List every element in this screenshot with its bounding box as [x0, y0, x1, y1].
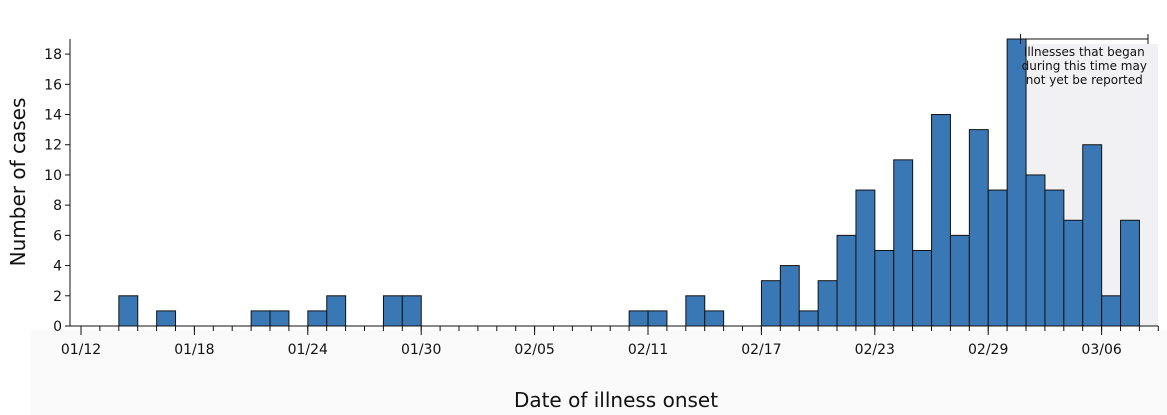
- bar-02-14: [704, 310, 725, 327]
- annotation-line-1: Illnesses that began: [1024, 45, 1145, 59]
- bar-02-18: [779, 265, 800, 327]
- bar-01-22: [269, 310, 290, 327]
- bar-01-28: [382, 295, 403, 327]
- y-tick-label-10: 10: [44, 168, 62, 184]
- y-tick-label-18: 18: [44, 47, 62, 63]
- bar-03-06: [1101, 295, 1122, 327]
- bar-03-07: [1120, 219, 1140, 327]
- bar-02-10: [628, 310, 649, 327]
- bar-01-21: [250, 310, 271, 327]
- bar-02-13: [685, 295, 706, 327]
- bar-02-28: [968, 129, 989, 327]
- x-tick-label-02-17: 02/17: [741, 342, 781, 358]
- x-axis-title: Date of illness onset: [514, 388, 718, 412]
- bar-03-01: [1006, 38, 1027, 327]
- x-tick-label-01-24: 01/24: [288, 342, 328, 358]
- y-tick-label-2: 2: [53, 289, 62, 305]
- bar-02-22: [855, 189, 876, 327]
- x-tick-label-01-12: 01/12: [61, 342, 101, 358]
- bar-02-26: [931, 114, 951, 327]
- y-tick-label-8: 8: [53, 198, 62, 214]
- bar-02-23: [874, 249, 895, 327]
- y-tick-label-0: 0: [53, 319, 62, 335]
- bar-01-25: [326, 295, 347, 327]
- y-tick-label-12: 12: [44, 138, 62, 154]
- bar-02-17: [760, 280, 781, 327]
- y-axis-title: Number of cases: [6, 98, 30, 267]
- x-tick-label-02-29: 02/29: [968, 342, 1008, 358]
- bar-03-02: [1025, 174, 1046, 327]
- bar-02-21: [836, 234, 857, 327]
- y-tick-label-14: 14: [44, 108, 62, 124]
- y-tick-label-16: 16: [44, 77, 62, 93]
- y-tick-label-4: 4: [53, 259, 62, 275]
- x-tick-label-03-06: 03/06: [1081, 342, 1121, 358]
- x-tick-label-02-23: 02/23: [855, 342, 895, 358]
- bar-03-05: [1082, 144, 1103, 327]
- bar-02-25: [912, 249, 933, 327]
- bar-01-16: [156, 310, 177, 327]
- lower-background: [30, 330, 1167, 415]
- annotation-line-3: not yet be reported: [1026, 73, 1143, 87]
- bar-01-24: [307, 310, 328, 327]
- bar-02-29: [987, 189, 1008, 327]
- y-tick-label-6: 6: [53, 228, 62, 244]
- x-tick-label-01-30: 01/30: [401, 342, 441, 358]
- bar-02-19: [798, 310, 819, 327]
- bar-01-14: [118, 295, 139, 327]
- bar-02-27: [949, 234, 970, 327]
- bar-03-03: [1044, 189, 1065, 327]
- bar-03-04: [1063, 219, 1084, 327]
- bar-02-20: [817, 280, 838, 327]
- annotation-line-2: during this time may: [1022, 59, 1147, 73]
- bar-01-29: [401, 295, 422, 327]
- bar-02-11: [647, 310, 668, 327]
- x-tick-label-02-11: 02/11: [628, 342, 668, 358]
- bar-02-24: [893, 159, 914, 327]
- x-tick-label-02-05: 02/05: [514, 342, 554, 358]
- x-tick-label-01-18: 01/18: [174, 342, 214, 358]
